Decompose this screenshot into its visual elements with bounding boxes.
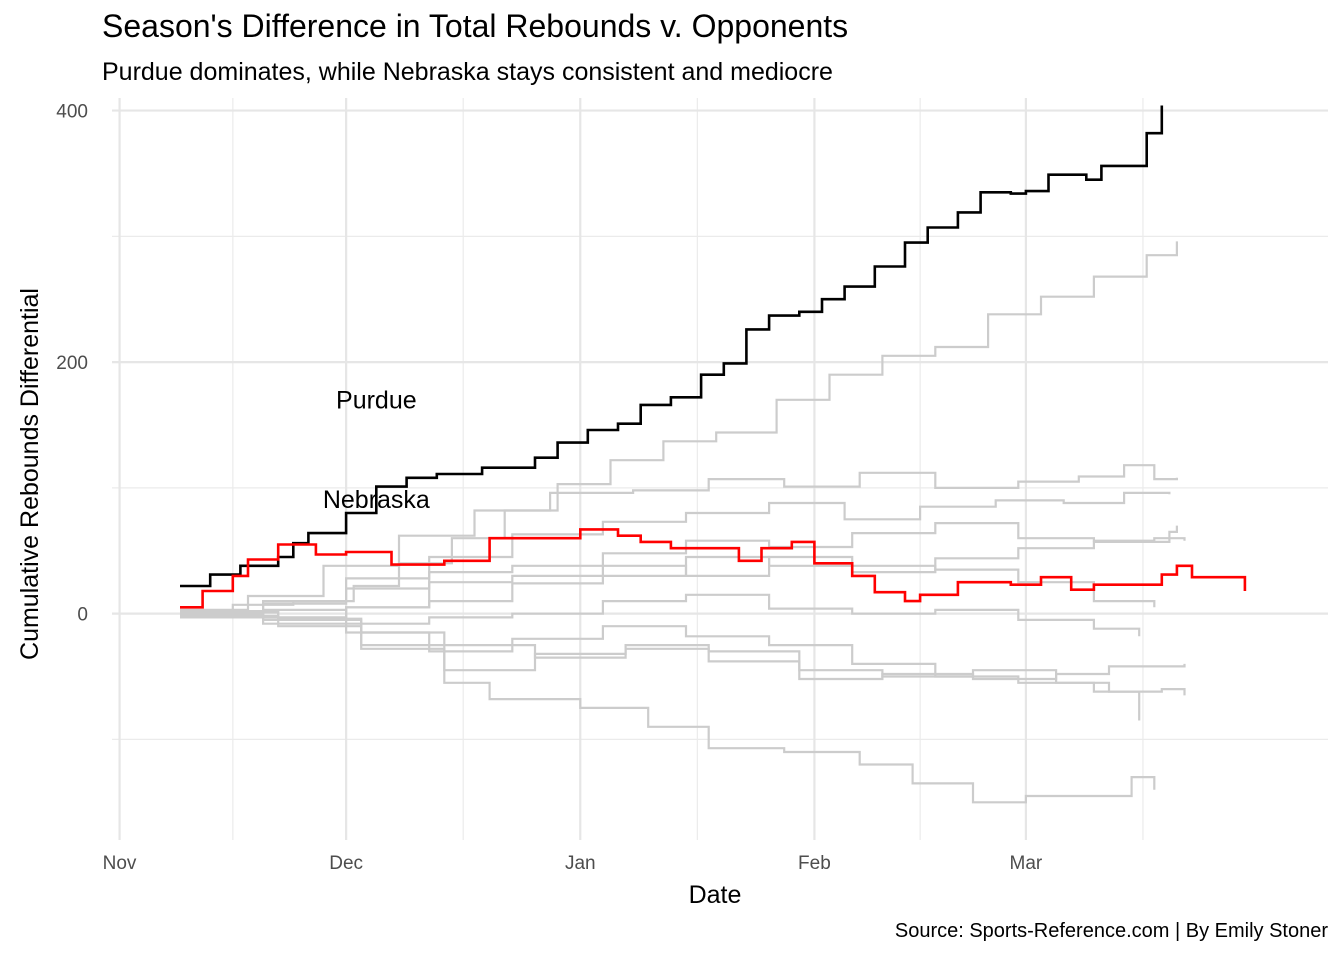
series-line-other-team: [180, 241, 1178, 615]
series-line-other-team: [180, 525, 1178, 621]
x-axis-ticks: Nov Dec Jan Feb Mar: [103, 853, 1043, 874]
y-tick-label: 0: [77, 605, 88, 626]
grid-minor: [112, 98, 1328, 840]
series-line-other-team: [180, 611, 1186, 681]
chart-subtitle: Purdue dominates, while Nebraska stays c…: [102, 58, 833, 86]
other-teams-lines: [180, 241, 1186, 804]
series-line-other-team: [180, 522, 1186, 616]
highlighted-team-lines: [180, 105, 1247, 609]
y-tick-label: 400: [56, 102, 88, 123]
annotation-purdue: Purdue: [336, 387, 417, 415]
series-line-nebraska: [180, 528, 1247, 609]
series-line-other-team: [180, 610, 1186, 696]
series-line-other-team: [180, 615, 1156, 804]
y-axis-ticks: 0 200 400: [56, 102, 88, 626]
x-tick-label: Feb: [798, 853, 831, 874]
chart-title: Season's Difference in Total Rebounds v.…: [102, 8, 849, 44]
chart-caption: Source: Sports-Reference.com | By Emily …: [894, 920, 1328, 942]
x-tick-label: Jan: [565, 853, 596, 874]
x-axis-title: Date: [689, 881, 742, 909]
series-line-other-team: [180, 613, 1141, 721]
x-tick-label: Mar: [1010, 853, 1043, 874]
grid-major: [112, 98, 1328, 840]
series-line-other-team: [180, 555, 1156, 619]
series-line-other-team: [180, 491, 1171, 619]
x-tick-label: Nov: [103, 853, 137, 874]
annotation-nebraska: Nebraska: [323, 486, 430, 514]
annotations: Purdue Nebraska: [323, 387, 430, 514]
y-axis-title: Cumulative Rebounds Differential: [16, 288, 44, 660]
y-tick-label: 200: [56, 353, 88, 374]
x-tick-label: Dec: [329, 853, 363, 874]
series-line-purdue: [180, 105, 1164, 588]
